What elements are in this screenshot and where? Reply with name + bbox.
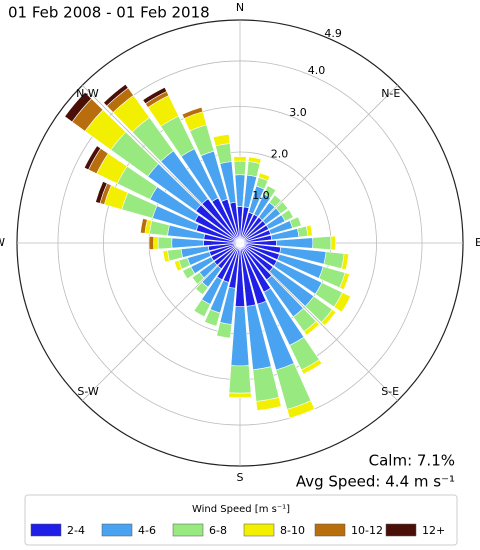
grid-spoke [82,85,241,244]
wind-bar [204,309,221,327]
r-tick-label: 4.0 [308,64,326,77]
legend-label: 12+ [422,524,445,537]
r-tick-label: 1.0 [252,189,270,202]
legend-swatch [101,523,133,537]
wind-bar [255,397,282,411]
wind-bar [233,156,247,162]
wind-bar [234,174,246,208]
wind-bar [228,365,252,394]
wind-bar [339,272,350,291]
wind-bar [303,320,320,336]
direction-label: N-E [381,87,400,100]
wind-bar [341,253,349,271]
direction-label: E [475,236,480,249]
wind-bar [167,248,184,262]
wind-bar [215,143,233,164]
legend-label: 8-10 [280,524,305,537]
wind-bar [275,237,314,249]
grid-spoke [82,242,241,401]
wind-bar [275,201,289,215]
wind-bar [195,281,209,296]
wind-bar [162,250,170,263]
legend-swatch [314,523,346,537]
wind-bar [321,309,337,326]
wind-bar [103,83,129,107]
grid-spoke [239,242,398,401]
wind-bar [286,400,316,419]
wind-bar [252,366,280,402]
wind-bar [182,266,196,280]
legend-swatch [172,523,204,537]
wind-bar [64,91,92,123]
legend-label: 4-6 [138,524,156,537]
wind-bar [247,156,262,164]
legend-label: 10-12 [351,524,383,537]
wind-bar [193,299,211,318]
wind-bar [173,259,183,272]
legend-swatch [243,523,275,537]
wind-bar [258,172,271,182]
wind-bar [330,235,336,251]
wind-bar [140,218,148,234]
legend-box [24,494,458,546]
wind-bar [333,292,352,313]
legend-title: Wind Speed [m s⁻¹] [192,504,290,515]
wind-bar [148,236,155,250]
grid-spoke [239,85,398,244]
wind-bar [149,220,170,236]
bars [64,83,352,419]
r-tick-label: 4.9 [324,27,342,40]
wind-bar [301,359,323,375]
wind-bar [212,134,231,147]
wind-bar [312,236,332,250]
wind-bar [157,236,173,250]
wind-bar [305,224,313,237]
legend-label: 6-8 [209,524,227,537]
wind-bar [171,237,205,249]
r-tick-label: 2.0 [271,147,289,160]
wind-bar [191,271,205,285]
wind-bar [142,86,168,105]
labels: 1.0 2.0 3.0 4.0 4.9 N N-E E S-E S S-W W N-W [0,1,480,484]
direction-label: N [236,1,244,14]
wind-bar [228,392,252,399]
wind-bar [268,194,282,208]
wind-bar [289,216,302,229]
wind-bar [263,185,277,199]
direction-label: N-W [76,87,99,100]
legend: 2-4 4-6 6-8 8-10 10-12 12+ [30,523,445,537]
wind-bar [181,106,204,119]
legend-swatch [385,523,417,537]
wind-bar [233,160,247,176]
chart-title: 01 Feb 2008 - 01 Feb 2018 [8,4,210,22]
wind-bar [280,209,294,222]
r-tick-label: 3.0 [289,106,307,119]
direction-label: W [0,236,5,249]
wind-bar [83,145,102,171]
direction-label: S-W [77,385,99,398]
wind-bar [95,181,108,204]
wind-bar [153,236,159,250]
calm-annotation: Calm: 7.1% [369,452,455,470]
direction-label: S [237,471,244,484]
legend-swatch [30,523,62,537]
avg-speed-annotation: Avg Speed: 4.4 m s⁻¹ [296,473,455,491]
legend-label: 2-4 [67,524,85,537]
wind-bar [230,306,250,367]
wind-bar [323,251,345,270]
wind-bar [216,322,233,339]
direction-label: S-E [381,385,399,398]
wind-bar [246,161,261,178]
